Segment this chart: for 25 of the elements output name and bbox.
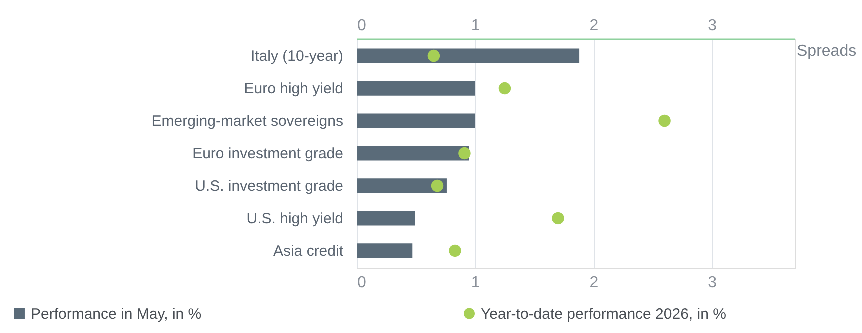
text: Spreads: [797, 43, 857, 60]
x2-tick-label: 2: [590, 274, 599, 292]
point: [449, 244, 462, 258]
x2-tick-label: 3: [708, 274, 718, 292]
point: [498, 82, 512, 95]
legend-label: Performance in May, in %: [31, 306, 202, 323]
y-tick-label: Asia credit: [273, 242, 344, 260]
y-tick-label: Euro high yield: [244, 80, 344, 98]
point: [658, 114, 671, 128]
x-tick-label: 0: [358, 18, 366, 34]
x-tick-label: 3: [708, 18, 718, 34]
y-tick-label: U.S. investment grade: [195, 178, 344, 195]
y-tick-label: Emerging-market sovereigns: [152, 113, 344, 130]
x2-tick-label: 0: [358, 274, 366, 292]
point: [458, 147, 471, 160]
y-tick-label: U.S. high yield: [246, 210, 344, 228]
point: [552, 212, 564, 225]
y-tick-label: Euro investment grade: [192, 146, 344, 162]
x-tick-label: 1: [471, 18, 480, 34]
y-tick-label: Italy (10-year): [250, 48, 344, 66]
x-tick-label: 2: [590, 18, 599, 34]
x2-tick-label: 1: [471, 274, 480, 292]
legend-label: Year-to-date performance 2026, in %: [481, 306, 726, 323]
point: [431, 180, 444, 192]
point: [428, 50, 440, 62]
